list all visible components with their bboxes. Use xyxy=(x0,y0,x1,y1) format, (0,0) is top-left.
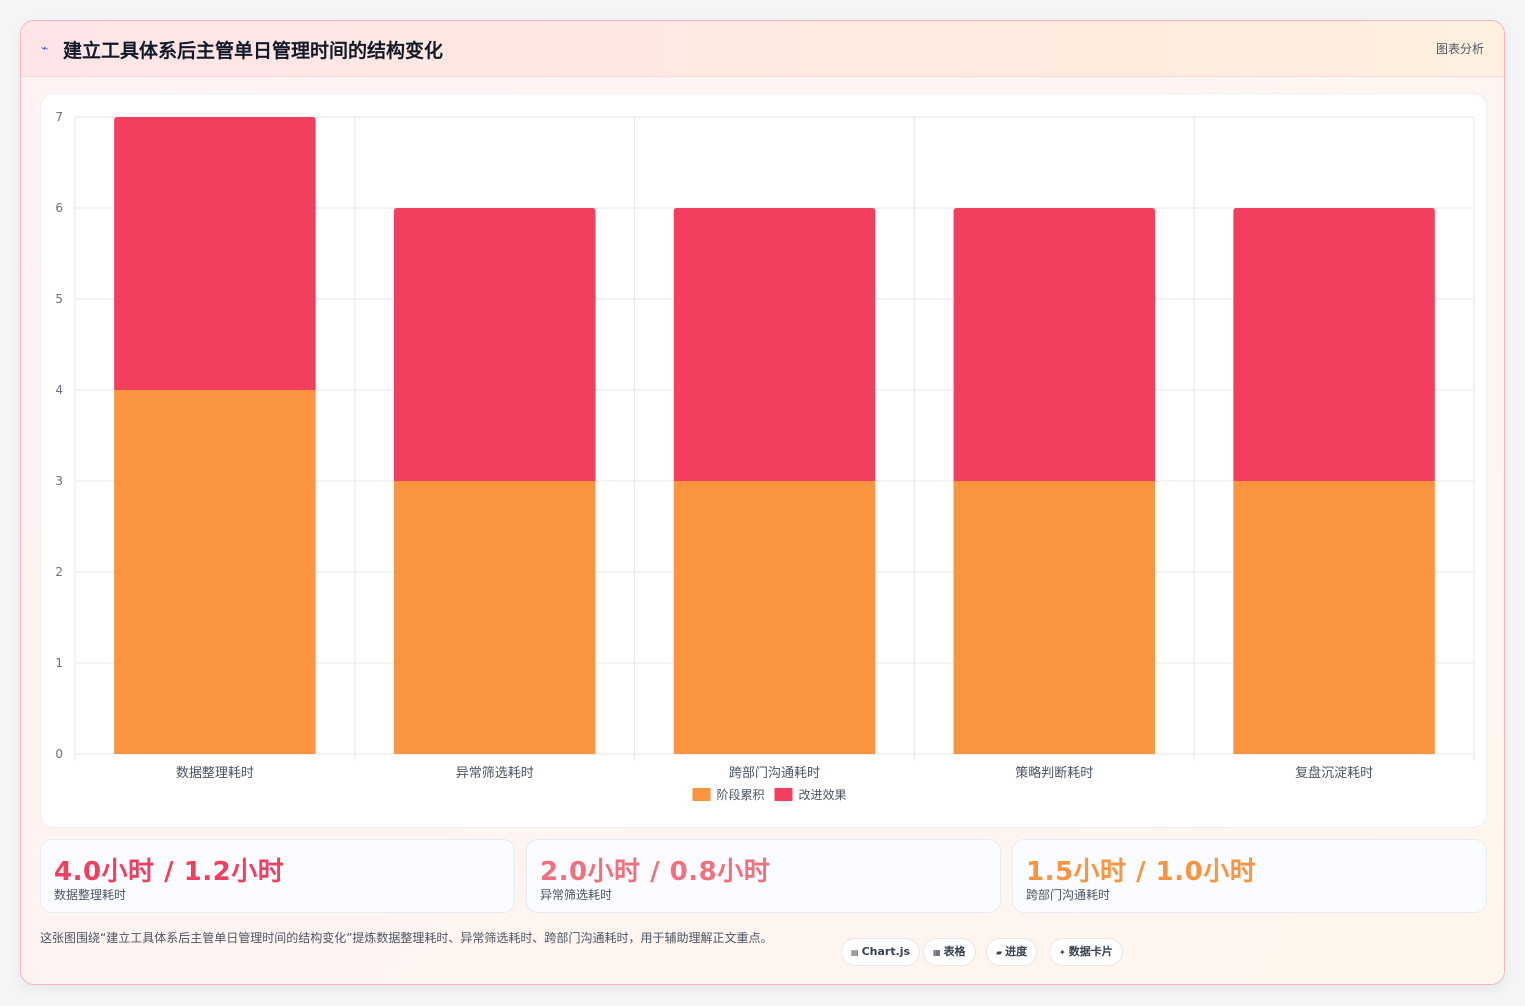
table-icon: ▦ xyxy=(933,948,941,957)
x-tick-label: 跨部门沟通耗时 xyxy=(729,766,820,781)
bar-segment xyxy=(114,390,316,754)
sparkle-icon: ✦ xyxy=(1059,948,1066,957)
x-tick-label: 异常筛选耗时 xyxy=(456,766,534,781)
stat-card: 1.5小时 / 1.0小时 跨部门沟通耗时 xyxy=(1012,839,1487,913)
y-tick-label: 7 xyxy=(55,110,63,124)
chip-data-card[interactable]: ✦ 数据卡片 xyxy=(1049,938,1123,966)
page-title: 建立工具体系后主管单日管理时间的结构变化 xyxy=(63,40,444,62)
y-tick-label: 5 xyxy=(55,292,63,306)
chip-chartjs[interactable]: ▤ Chart.js xyxy=(841,938,921,966)
bar-segment xyxy=(1233,481,1435,754)
card-header: ⌁ 建立工具体系后主管单日管理时间的结构变化 图表分析 xyxy=(21,21,1504,77)
stat-card: 4.0小时 / 1.2小时 数据整理耗时 xyxy=(40,839,515,913)
chip-label: 表格 xyxy=(943,945,966,958)
stat-cards: 4.0小时 / 1.2小时 数据整理耗时 2.0小时 / 0.8小时 异常筛选耗… xyxy=(40,839,1487,913)
stat-label: 数据整理耗时 xyxy=(54,888,127,902)
y-tick-label: 6 xyxy=(55,201,63,215)
y-tick-label: 1 xyxy=(55,656,63,670)
stat-label: 跨部门沟通耗时 xyxy=(1026,888,1111,902)
bar-segment xyxy=(393,208,596,481)
chart-analysis-tag: 图表分析 xyxy=(1435,42,1484,56)
chip-progress[interactable]: ▰ 进度 xyxy=(986,938,1038,966)
chart-card: ⌁ 建立工具体系后主管单日管理时间的结构变化 图表分析 0 1 2 3 4 5 6 7 数据整理… xyxy=(20,20,1505,985)
stat-value: 4.0小时 / 1.2小时 xyxy=(54,857,285,887)
chip-label: 进度 xyxy=(1005,945,1028,958)
chip-label: Chart.js xyxy=(861,945,911,958)
bar-segment xyxy=(953,208,1156,481)
legend-swatch xyxy=(692,788,711,801)
stat-value: 1.5小时 / 1.0小时 xyxy=(1026,857,1257,887)
y-tick-label: 2 xyxy=(55,565,63,579)
bar-segment xyxy=(953,481,1156,754)
legend-label: 改进效果 xyxy=(799,787,847,802)
chart-description: 这张图围绕“建立工具体系后主管单日管理时间的结构变化”提炼数据整理耗时、异常筛选… xyxy=(40,931,773,945)
progress-icon: ▰ xyxy=(996,948,1003,957)
legend-swatch xyxy=(774,788,793,801)
bar-segment xyxy=(114,117,316,390)
chart-panel: 0 1 2 3 4 5 6 7 数据整理耗时 异常筛选耗时 跨部门沟通耗时 策略判断耗时 复盘沉淀耗时阶… xyxy=(40,93,1487,828)
x-tick-label: 数据整理耗时 xyxy=(176,766,254,781)
stat-value: 2.0小时 / 0.8小时 xyxy=(540,857,771,887)
stat-label: 异常筛选耗时 xyxy=(540,888,613,902)
legend-label: 阶段累积 xyxy=(717,787,765,802)
stacked-bar-chart: 0 1 2 3 4 5 6 7 数据整理耗时 异常筛选耗时 跨部门沟通耗时 策略判断耗时 复盘沉淀耗时阶… xyxy=(55,110,1475,802)
y-tick-label: 4 xyxy=(55,383,63,397)
y-tick-label: 3 xyxy=(55,474,63,488)
bar-segment xyxy=(673,208,876,481)
y-tick-label: 0 xyxy=(55,747,63,761)
chart-icon: ▤ xyxy=(851,948,859,957)
chip-label: 数据卡片 xyxy=(1068,945,1113,958)
bar-segment xyxy=(1233,208,1435,481)
trend-line-icon: ⌁ xyxy=(41,41,49,55)
bar-segment xyxy=(673,481,876,754)
x-tick-label: 复盘沉淀耗时 xyxy=(1295,765,1373,781)
stat-card: 2.0小时 / 0.8小时 异常筛选耗时 xyxy=(526,839,1001,913)
bar-segment xyxy=(393,481,596,754)
chip-table[interactable]: ▦ 表格 xyxy=(923,938,976,966)
x-tick-label: 策略判断耗时 xyxy=(1015,765,1093,781)
